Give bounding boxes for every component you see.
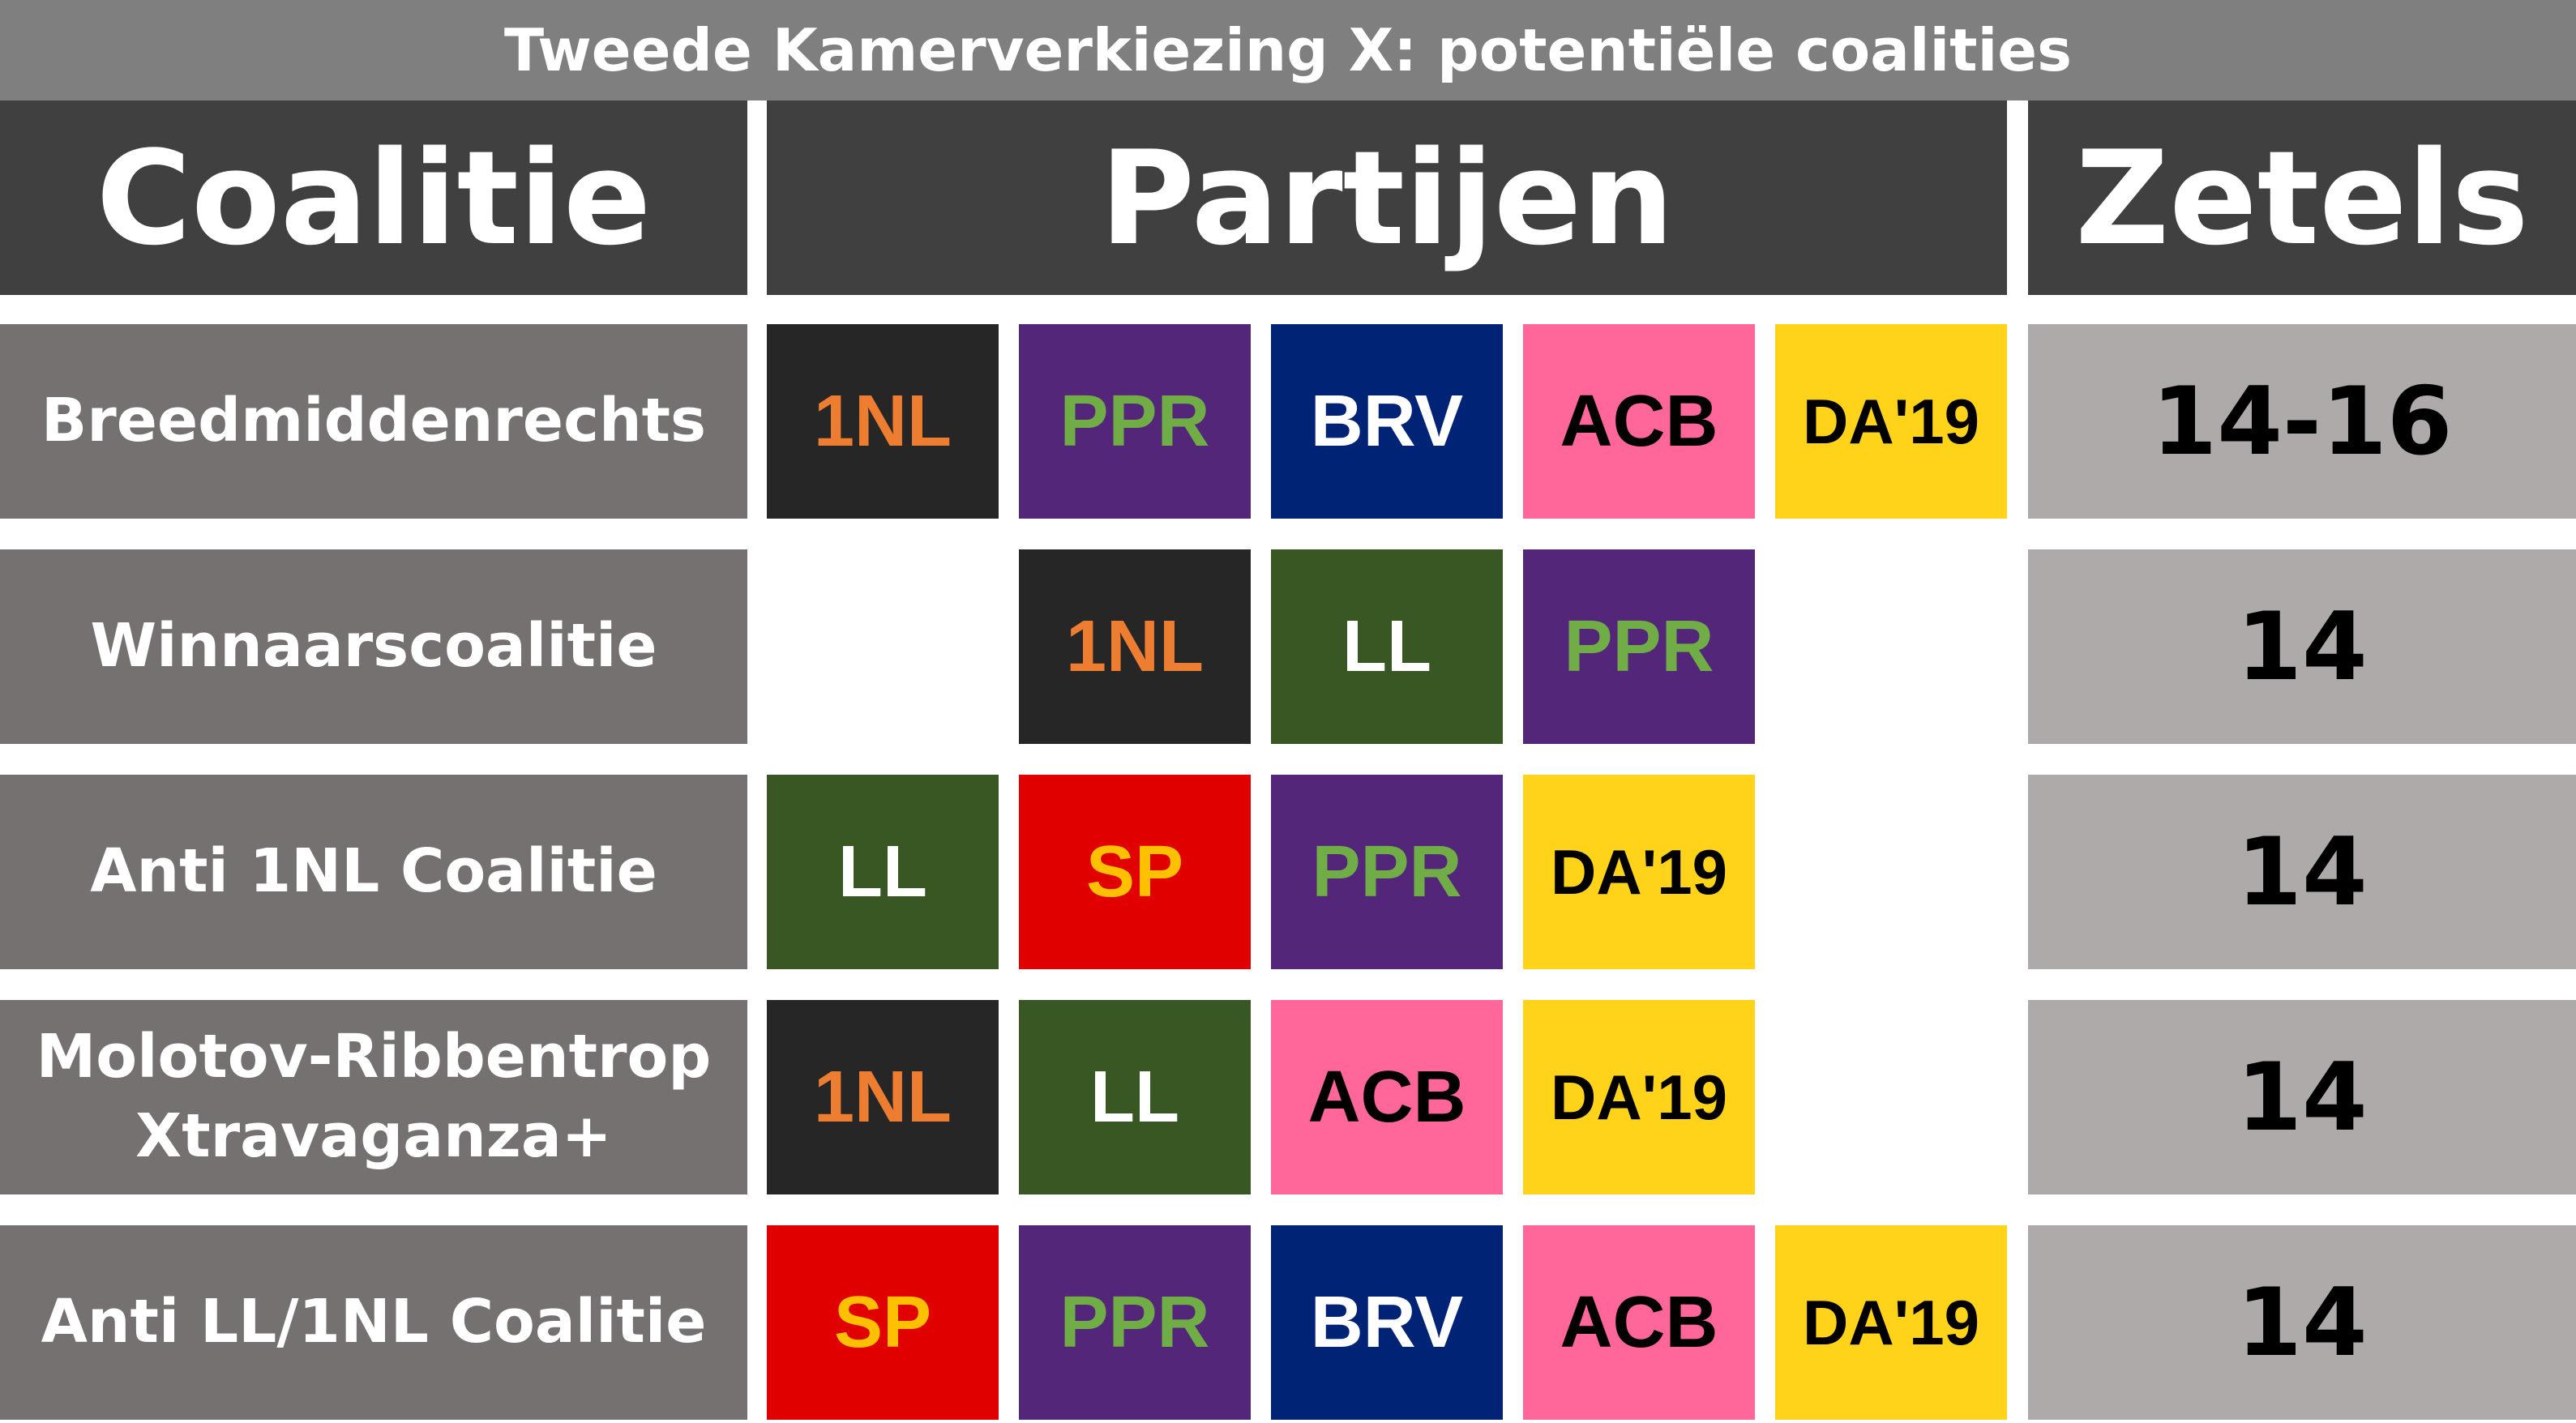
party-tile-brv: BRV <box>1271 1225 1503 1420</box>
coalition-name: Breedmiddenrechts <box>0 324 747 519</box>
coalition-name: Anti LL/1NL Coalitie <box>0 1225 747 1420</box>
party-tile-1nl: 1NL <box>1019 549 1251 744</box>
party-tile-da19: DA'19 <box>1775 324 2007 519</box>
column-header-zetels: Zetels <box>2028 100 2576 295</box>
party-tile-acb: ACB <box>1523 324 1755 519</box>
column-header-partijen: Partijen <box>767 100 2007 295</box>
page-title: Tweede Kamerverkiezing X: potentiële coa… <box>0 0 2576 100</box>
party-tile-acb: ACB <box>1271 1000 1503 1194</box>
party-tile-ll: LL <box>1019 1000 1251 1194</box>
party-tile-sp: SP <box>767 1225 999 1420</box>
party-tile-ll: LL <box>767 775 999 969</box>
coalition-row-anti-1nl: Anti 1NL Coalitie LL SP PPR DA'19 14 <box>0 775 2576 969</box>
coalition-row-anti-ll-1nl: Anti LL/1NL Coalitie SP PPR BRV ACB DA'1… <box>0 1225 2576 1420</box>
coalition-row-molotov-ribbentrop: Molotov-Ribbentrop Xtravaganza+ 1NL LL A… <box>0 1000 2576 1194</box>
coalition-name: Anti 1NL Coalitie <box>0 775 747 969</box>
party-tile-ppr: PPR <box>1271 775 1503 969</box>
party-tile-1nl: 1NL <box>767 324 999 519</box>
coalition-name: Winnaarscoalitie <box>0 549 747 744</box>
coalition-row-winnaarscoalitie: Winnaarscoalitie 1NL LL PPR 14 <box>0 549 2576 744</box>
coalition-row-breedmiddenrechts: Breedmiddenrechts 1NL PPR BRV ACB DA'19 … <box>0 324 2576 519</box>
party-tile-da19: DA'19 <box>1523 775 1755 969</box>
party-tile-ppr: PPR <box>1523 549 1755 744</box>
party-tile-brv: BRV <box>1271 324 1503 519</box>
party-tile-sp: SP <box>1019 775 1251 969</box>
column-header-coalitie: Coalitie <box>0 100 747 295</box>
party-tile-ppr: PPR <box>1019 324 1251 519</box>
party-tile-acb: ACB <box>1523 1225 1755 1420</box>
coalition-name: Molotov-Ribbentrop Xtravaganza+ <box>0 1000 747 1194</box>
seat-count: 14 <box>2028 775 2576 969</box>
party-tile-da19: DA'19 <box>1523 1000 1755 1194</box>
seat-count: 14 <box>2028 1225 2576 1420</box>
party-tile-1nl: 1NL <box>767 1000 999 1194</box>
seat-count: 14 <box>2028 549 2576 744</box>
seat-count: 14-16 <box>2028 324 2576 519</box>
party-tile-da19: DA'19 <box>1775 1225 2007 1420</box>
seat-count: 14 <box>2028 1000 2576 1194</box>
party-tile-ll: LL <box>1271 549 1503 744</box>
party-tile-ppr: PPR <box>1019 1225 1251 1420</box>
